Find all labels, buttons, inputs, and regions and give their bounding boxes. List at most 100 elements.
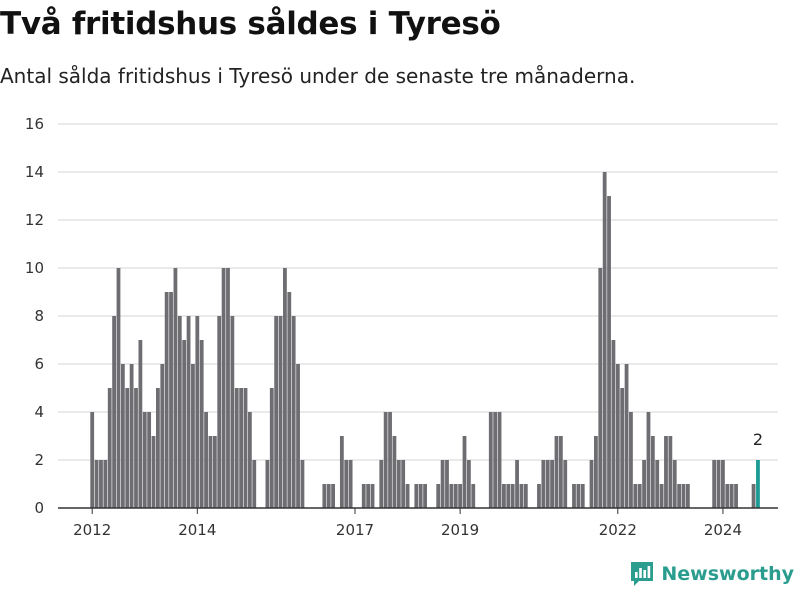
bar [370,484,375,508]
bar [208,436,213,508]
bar [94,460,99,508]
bar [186,316,191,508]
bar [221,268,226,508]
bar [129,364,134,508]
bar [366,484,371,508]
bar [646,412,651,508]
bar [502,484,506,508]
bar [405,484,410,508]
bar [243,388,248,508]
bar [449,484,454,508]
bar [107,388,112,508]
bar [580,484,585,508]
bar [515,460,519,508]
bar [615,364,620,508]
bar [138,340,143,508]
y-tick-label: 4 [34,403,44,421]
y-tick-label: 14 [25,163,44,181]
bar [274,316,279,508]
bar [506,484,511,508]
bar [554,436,559,508]
bar [725,484,730,508]
bar [558,436,563,508]
bar [331,484,335,508]
bar [602,172,607,508]
bar [523,484,528,508]
x-tick-label: 2024 [704,521,742,539]
bar [458,484,463,508]
brand-logo[interactable]: Newsworthy [629,560,794,588]
bar [510,484,515,508]
y-tick-label: 0 [34,499,44,517]
bar [401,460,406,508]
bar [541,460,546,508]
bar [488,412,493,508]
bar [134,388,138,508]
bar [204,412,208,508]
bar [283,268,287,508]
y-tick-label: 10 [25,259,44,277]
bar [471,484,476,508]
bar [103,460,108,508]
bar [633,484,638,508]
bar [440,460,445,508]
bar [598,268,603,508]
chart-subtitle: Antal sålda fritidshus i Tyresö under de… [0,64,636,88]
bar [611,340,616,508]
bar [125,388,130,508]
y-tick-label: 8 [34,307,44,325]
bar [90,412,95,508]
bar [322,484,327,508]
bar [436,484,441,508]
bar [493,412,498,508]
bar [681,484,686,508]
y-tick-label: 16 [25,115,44,133]
bar [151,436,156,508]
bar [624,364,629,508]
bar [396,460,401,508]
bar [252,460,257,508]
bar [637,484,642,508]
bar [169,292,173,508]
bar [388,412,392,508]
bar [677,484,682,508]
bar [607,196,611,508]
bar [230,316,235,508]
bar [291,316,296,508]
bar [226,268,230,508]
bar [217,316,222,508]
bar [423,484,427,508]
x-tick-label: 2017 [336,521,374,539]
bar [668,436,673,508]
bar [664,436,668,508]
y-tick-label: 6 [34,355,44,373]
bar [392,436,397,508]
bar [519,484,524,508]
bar [685,484,690,508]
bar [269,388,274,508]
bar [199,340,204,508]
bar [278,316,283,508]
y-tick-label: 2 [34,451,44,469]
bar [296,364,300,508]
bar [348,460,353,508]
chart-title: Två fritidshus såldes i Tyresö [0,6,501,42]
bar [300,460,305,508]
bar [173,268,178,508]
highlight-bar [756,460,760,508]
bar [156,388,160,508]
bar [182,340,187,508]
bar [550,460,554,508]
x-tick-label: 2014 [178,521,216,539]
bar [414,484,419,508]
bar [672,460,677,508]
bar [563,460,568,508]
bar [287,292,292,508]
bar [379,460,384,508]
bar [734,484,738,508]
bar [361,484,366,508]
bar [177,316,182,508]
bar [729,484,734,508]
bar [650,436,655,508]
